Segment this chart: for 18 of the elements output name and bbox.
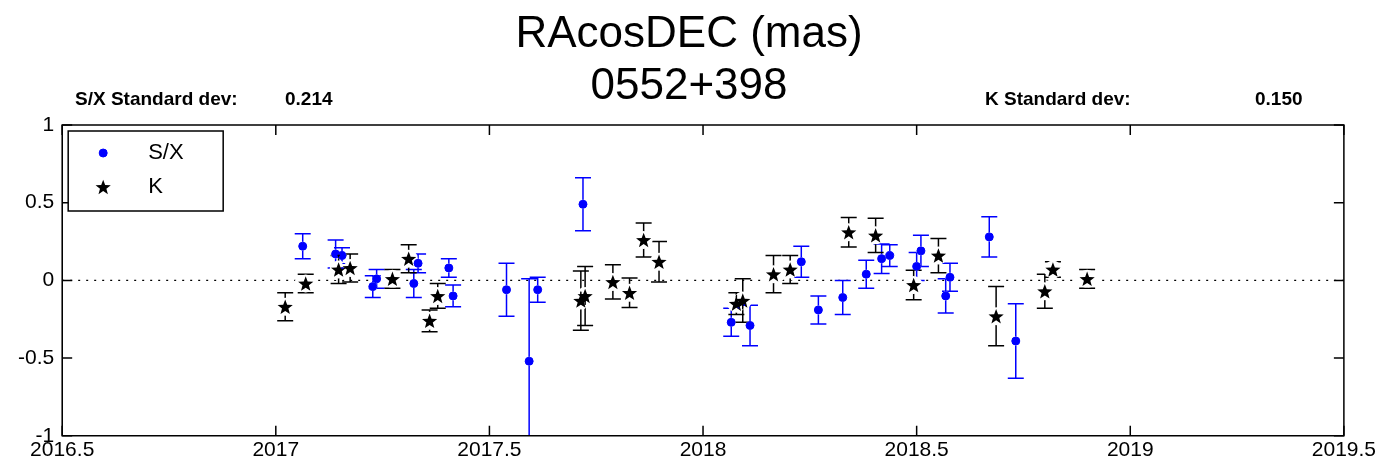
x-tick-label: 2019 bbox=[1106, 437, 1154, 461]
x-tick-label: 2017.5 bbox=[457, 437, 522, 461]
x-tick-label: 2018 bbox=[679, 437, 727, 461]
x-tick-label: 2019.5 bbox=[1311, 437, 1376, 461]
legend-label: K bbox=[148, 173, 164, 199]
text: 0.214 bbox=[285, 88, 333, 110]
y-tick-label: 1 bbox=[42, 111, 55, 135]
y-tick-label: 0 bbox=[42, 267, 55, 291]
text: K Standard dev: bbox=[985, 88, 1131, 110]
legend-label: S/X bbox=[148, 139, 184, 165]
x-tick-label: 2018.5 bbox=[884, 437, 949, 461]
y-tick-label: -0.5 bbox=[18, 344, 55, 368]
chart-title: RAcosDEC (mas) bbox=[514, 7, 864, 56]
chart-subtitle: 0552+398 bbox=[590, 59, 788, 108]
text: 0.150 bbox=[1255, 88, 1303, 110]
y-tick-label: 0.5 bbox=[24, 189, 55, 213]
text: S/X Standard dev: bbox=[75, 88, 238, 110]
x-tick-label: 2017 bbox=[252, 437, 300, 461]
